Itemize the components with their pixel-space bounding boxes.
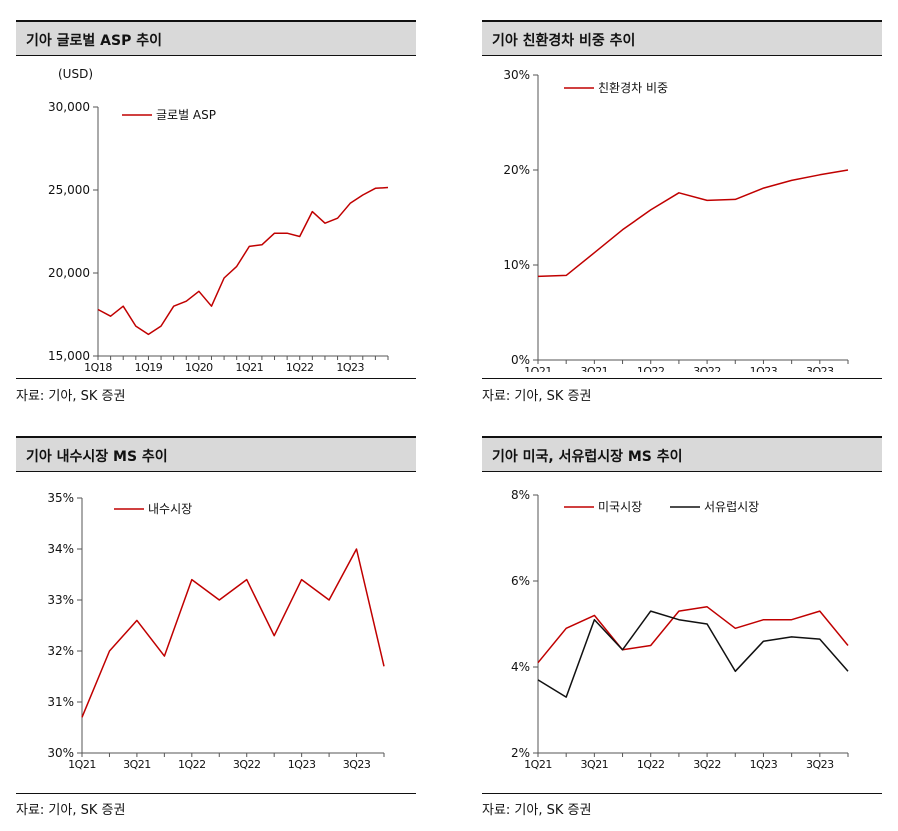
y-tick-label: 25,000 (48, 183, 90, 197)
panel-title-bar: 기아 글로벌 ASP 추이 (16, 20, 416, 56)
y-tick-label: 2% (511, 746, 530, 760)
x-tick-label: 3Q23 (806, 365, 834, 372)
x-tick-label: 3Q22 (693, 758, 721, 771)
legend-label: 친환경차 비중 (598, 81, 668, 95)
line-chart-domestic-ms: 30% 31% 32% 33% 34% 35% 1Q21 3Q21 1Q22 3Q22 1Q23 3Q… (47, 491, 385, 771)
y-tick-label: 35% (47, 491, 74, 505)
y-tick-label: 34% (47, 542, 74, 556)
x-tick-label: 1Q22 (178, 758, 206, 771)
x-tick-label: 1Q19 (135, 361, 163, 372)
y-tick-label: 15,000 (48, 349, 90, 363)
legend-label: 미국시장 (598, 500, 642, 514)
series-line (537, 606, 849, 664)
x-tick-label: 3Q21 (581, 365, 609, 372)
series-line (537, 610, 849, 698)
x-tick-label: 1Q21 (524, 758, 552, 771)
x-tick-label: 1Q22 (637, 758, 665, 771)
y-tick-label: 10% (503, 258, 530, 272)
x-tick-label: 1Q22 (286, 361, 314, 372)
y-tick-label: 4% (511, 660, 530, 674)
line-chart-us-eu-ms: 2% 4% 6% 8% 1Q21 3Q21 1Q22 3Q22 1Q23 3Q23 미국시장 서유럽시… (511, 488, 849, 771)
x-tick-label: 3Q23 (806, 758, 834, 771)
line-chart-global-asp: 15,000 20,000 25,000 30,000 1Q18 1Q19 1Q20 1Q21… (48, 67, 389, 372)
x-tick-label: 3Q22 (693, 365, 721, 372)
source-note: 자료: 기아, SK 증권 (16, 389, 126, 404)
bottom-rule (482, 793, 882, 794)
y-tick-label: 32% (47, 644, 74, 658)
y-tick-label: 31% (47, 695, 74, 709)
legend-label: 내수시장 (148, 502, 192, 516)
y-tick-label: 30% (503, 68, 530, 82)
y-tick-label: 33% (47, 593, 74, 607)
x-tick-label: 3Q23 (343, 758, 371, 771)
panel-title-bar: 기아 친환경차 비중 추이 (482, 20, 882, 56)
x-tick-label: 1Q23 (288, 758, 316, 771)
x-tick-label: 1Q21 (524, 365, 552, 372)
source-note: 자료: 기아, SK 증권 (482, 803, 592, 818)
y-tick-label: 6% (511, 574, 530, 588)
source-note: 자료: 기아, SK 증권 (482, 389, 592, 404)
series-line (97, 186, 389, 336)
panel-title: 기아 내수시장 MS 추이 (26, 449, 168, 465)
x-tick-label: 3Q21 (581, 758, 609, 771)
x-tick-label: 1Q23 (336, 361, 364, 372)
x-tick-label: 1Q21 (68, 758, 96, 771)
line-chart-eco-share: 0% 10% 20% 30% 1Q21 3Q21 1Q22 3Q22 1Q23 3Q23 친환경차 … (503, 68, 849, 372)
panel-title: 기아 글로벌 ASP 추이 (26, 33, 162, 49)
y-tick-label: 8% (511, 488, 530, 502)
bottom-rule (16, 378, 416, 379)
x-tick-label: 1Q23 (750, 365, 778, 372)
bottom-rule (482, 378, 882, 379)
panel-title-bar: 기아 내수시장 MS 추이 (16, 436, 416, 472)
panel-title: 기아 친환경차 비중 추이 (492, 33, 636, 49)
series-line (537, 169, 849, 278)
source-note: 자료: 기아, SK 증권 (16, 803, 126, 818)
x-tick-label: 1Q18 (84, 361, 112, 372)
y-tick-label: 30,000 (48, 100, 90, 114)
series-line (81, 548, 385, 718)
legend-label: 서유럽시장 (704, 500, 759, 514)
panel-title-bar: 기아 미국, 서유럽시장 MS 추이 (482, 436, 882, 472)
x-tick-label: 3Q22 (233, 758, 261, 771)
legend-label: 글로벌 ASP (156, 108, 216, 122)
y-tick-label: 0% (511, 353, 530, 367)
y-tick-label: 20,000 (48, 266, 90, 280)
x-tick-label: 1Q23 (750, 758, 778, 771)
y-tick-label: 30% (47, 746, 74, 760)
y-unit-label: (USD) (58, 67, 93, 81)
y-tick-label: 20% (503, 163, 530, 177)
x-tick-label: 1Q20 (185, 361, 213, 372)
bottom-rule (16, 793, 416, 794)
x-tick-label: 1Q22 (637, 365, 665, 372)
x-tick-label: 3Q21 (123, 758, 151, 771)
panel-title: 기아 미국, 서유럽시장 MS 추이 (492, 449, 683, 465)
x-tick-label: 1Q21 (235, 361, 263, 372)
